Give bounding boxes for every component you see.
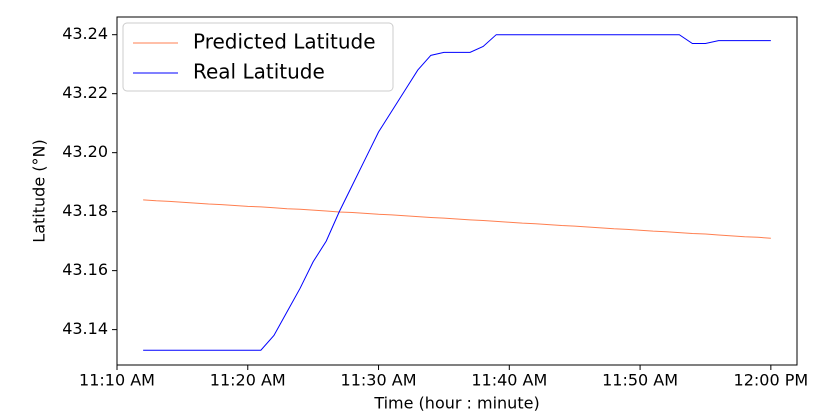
y-tick-label: 43.24 (62, 24, 108, 43)
y-tick-label: 43.20 (62, 142, 108, 161)
legend-label: Predicted Latitude (193, 30, 376, 54)
plot-frame (116, 16, 798, 366)
data-line (143, 34, 771, 351)
legend-label: Real Latitude (193, 60, 325, 84)
data-line (143, 199, 771, 239)
x-tick-label: 11:30 AM (341, 371, 417, 390)
x-axis-label: Time (hour : minute) (373, 394, 539, 413)
y-tick-label: 43.14 (62, 319, 108, 338)
y-tick-label: 43.18 (62, 201, 108, 220)
y-axis-label: Latitude (°N) (30, 139, 49, 242)
legend-box (122, 22, 394, 92)
x-tick-label: 11:50 AM (602, 371, 678, 390)
x-tick-label: 12:00 PM (734, 371, 809, 390)
y-tick-label: 43.22 (62, 83, 108, 102)
x-tick-label: 11:10 AM (79, 371, 155, 390)
x-tick-label: 11:40 AM (471, 371, 547, 390)
x-tick-label: 11:20 AM (210, 371, 286, 390)
y-tick-label: 43.16 (62, 260, 108, 279)
